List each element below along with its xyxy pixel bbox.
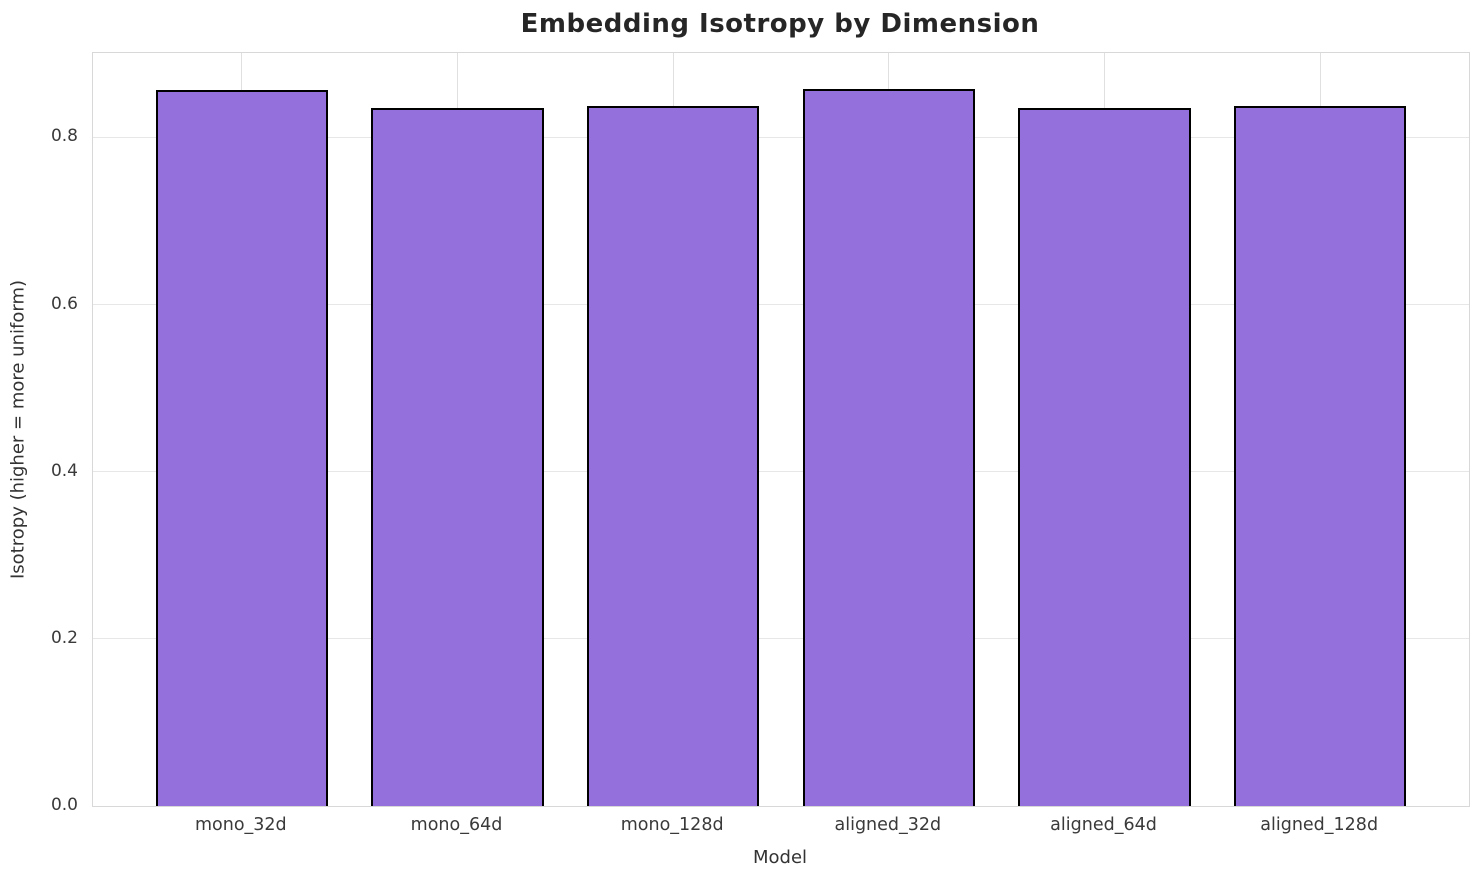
- y-tick-label: 0.6: [50, 293, 78, 314]
- bar: [155, 89, 329, 806]
- bar: [802, 88, 976, 806]
- y-tick-label: 0.8: [50, 126, 78, 147]
- chart-title: Embedding Isotropy by Dimension: [520, 9, 1040, 39]
- y-tick-label: 0.0: [50, 795, 78, 815]
- gridline-horizontal: [93, 136, 1469, 138]
- x-tick-label: mono_128d: [620, 815, 724, 835]
- bar: [1018, 108, 1191, 806]
- gridline-horizontal: [93, 471, 1469, 473]
- plot-area: [92, 52, 1470, 807]
- x-tick-label: mono_32d: [194, 815, 287, 835]
- gridline-horizontal: [93, 638, 1469, 640]
- bar: [371, 108, 544, 806]
- bar: [586, 105, 760, 806]
- x-tick-label: aligned_128d: [1260, 815, 1379, 835]
- x-tick-label: aligned_32d: [834, 815, 942, 835]
- gridline-horizontal: [93, 304, 1469, 306]
- bar: [1233, 105, 1407, 806]
- y-axis-label: Isotropy (higher = more uniform): [7, 280, 29, 579]
- x-tick-label: aligned_64d: [1050, 815, 1157, 835]
- y-tick-label: 0.2: [50, 627, 78, 648]
- y-tick-label: 0.4: [50, 460, 78, 481]
- x-axis-label: Model: [752, 847, 808, 868]
- x-tick-label: mono_64d: [410, 815, 503, 835]
